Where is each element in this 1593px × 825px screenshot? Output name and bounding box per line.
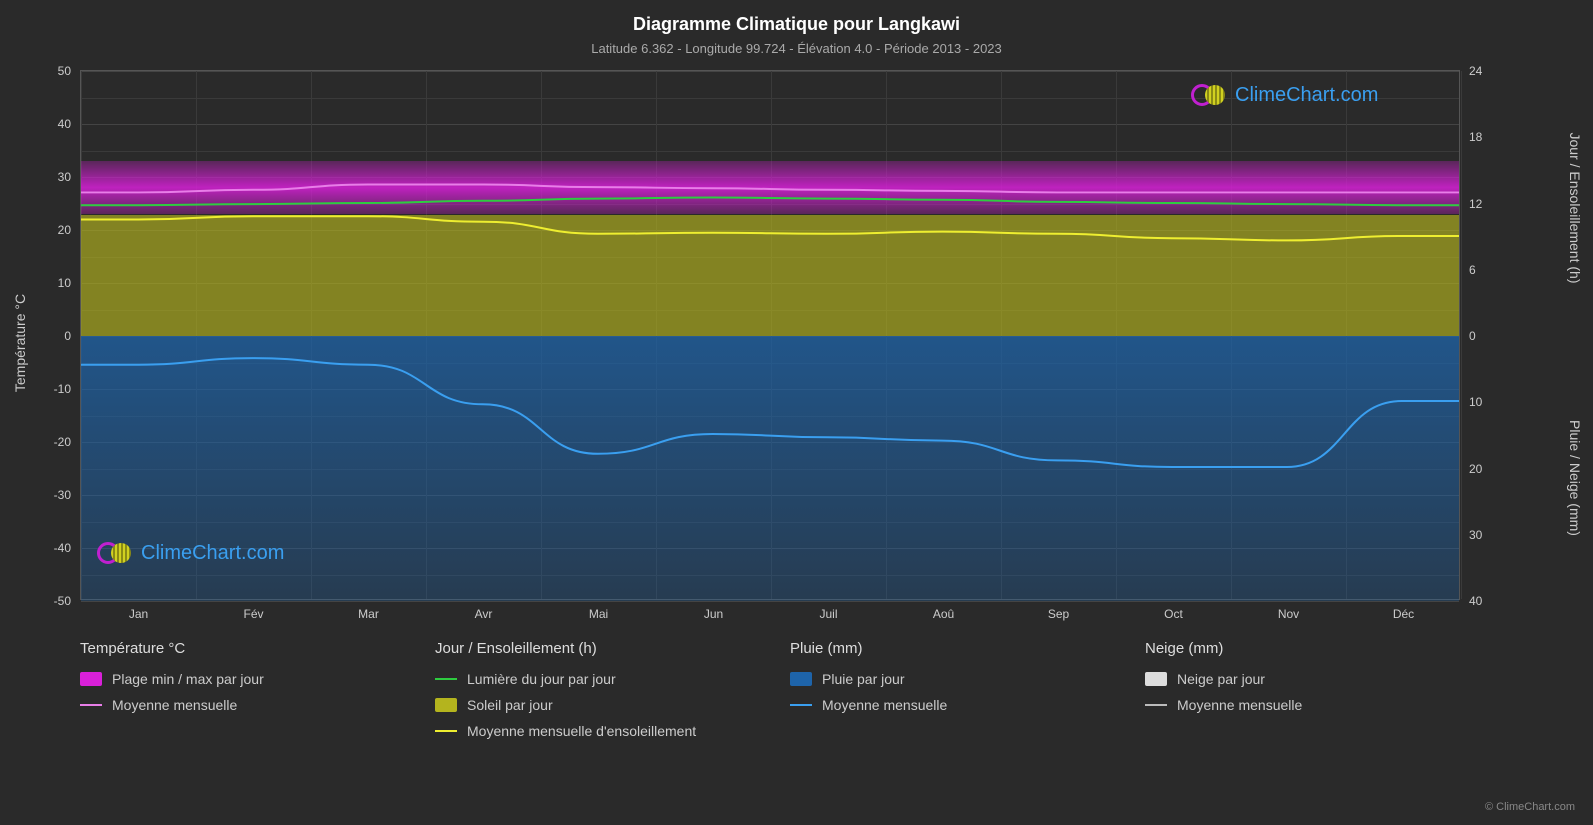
legend-label: Soleil par jour bbox=[467, 697, 553, 713]
y-axis-right-bottom-title: Pluie / Neige (mm) bbox=[1567, 420, 1583, 536]
x-tick-month: Oct bbox=[1164, 607, 1183, 621]
legend-header: Jour / Ensoleillement (h) bbox=[435, 640, 770, 657]
y-axis-right-top-title: Jour / Ensoleillement (h) bbox=[1567, 133, 1583, 284]
legend-label: Moyenne mensuelle bbox=[1177, 697, 1302, 713]
legend-line-icon bbox=[1145, 704, 1167, 706]
x-tick-month: Jan bbox=[129, 607, 148, 621]
copyright: © ClimeChart.com bbox=[1485, 801, 1575, 813]
legend-item: Moyenne mensuelle bbox=[1145, 697, 1480, 713]
x-tick-month: Avr bbox=[475, 607, 493, 621]
legend-label: Neige par jour bbox=[1177, 671, 1265, 687]
legend-label: Moyenne mensuelle bbox=[112, 697, 237, 713]
legend-line-icon bbox=[80, 704, 102, 706]
y-tick-left: 0 bbox=[64, 329, 71, 343]
legend: Température °C Plage min / max par jour Mo… bbox=[80, 640, 1480, 749]
y-tick-right-hours: 18 bbox=[1469, 130, 1482, 144]
y-tick-right-mm: 40 bbox=[1469, 594, 1482, 608]
legend-line-icon bbox=[435, 730, 457, 732]
watermark: ClimeChart.com bbox=[97, 541, 284, 565]
grid-line-horizontal bbox=[81, 124, 1459, 125]
legend-header: Neige (mm) bbox=[1145, 640, 1480, 657]
climechart-logo-icon bbox=[97, 541, 133, 565]
y-tick-right-hours: 12 bbox=[1469, 197, 1482, 211]
x-tick-month: Fév bbox=[243, 607, 263, 621]
x-tick-month: Mai bbox=[589, 607, 608, 621]
watermark-text: ClimeChart.com bbox=[141, 542, 284, 565]
grid-line-vertical bbox=[1461, 71, 1462, 599]
y-tick-left: 30 bbox=[58, 170, 71, 184]
x-tick-month: Sep bbox=[1048, 607, 1069, 621]
grid-line-horizontal bbox=[81, 601, 1459, 602]
sunshine-band bbox=[81, 215, 1459, 336]
climate-chart: Diagramme Climatique pour Langkawi Latit… bbox=[0, 0, 1593, 825]
climechart-logo-icon bbox=[1191, 83, 1227, 107]
legend-label: Plage min / max par jour bbox=[112, 671, 264, 687]
x-tick-month: Jun bbox=[704, 607, 723, 621]
y-tick-left: 40 bbox=[58, 117, 71, 131]
x-tick-month: Aoû bbox=[933, 607, 954, 621]
legend-item: Moyenne mensuelle d'ensoleillement bbox=[435, 723, 770, 739]
legend-swatch-icon bbox=[790, 672, 812, 686]
legend-label: Pluie par jour bbox=[822, 671, 905, 687]
legend-column-day: Jour / Ensoleillement (h) Lumière du jour… bbox=[435, 640, 770, 749]
legend-item: Moyenne mensuelle bbox=[790, 697, 1125, 713]
grid-line-horizontal bbox=[81, 151, 1459, 152]
rain-band bbox=[81, 336, 1459, 601]
grid-line-horizontal bbox=[81, 71, 1459, 72]
watermark: ClimeChart.com bbox=[1191, 83, 1378, 107]
legend-column-rain: Pluie (mm) Pluie par jour Moyenne mensuell… bbox=[790, 640, 1125, 749]
y-tick-left: -30 bbox=[54, 488, 71, 502]
y-tick-right-mm: 20 bbox=[1469, 462, 1482, 476]
x-tick-month: Juil bbox=[819, 607, 837, 621]
y-tick-left: 50 bbox=[58, 64, 71, 78]
y-tick-left: -10 bbox=[54, 382, 71, 396]
legend-swatch-icon bbox=[435, 698, 457, 712]
legend-line-icon bbox=[435, 678, 457, 680]
x-tick-month: Nov bbox=[1278, 607, 1299, 621]
y-tick-right-hours: 0 bbox=[1469, 329, 1476, 343]
y-tick-left: -40 bbox=[54, 541, 71, 555]
legend-item: Moyenne mensuelle bbox=[80, 697, 415, 713]
legend-label: Moyenne mensuelle bbox=[822, 697, 947, 713]
y-tick-right-hours: 24 bbox=[1469, 64, 1482, 78]
x-tick-month: Déc bbox=[1393, 607, 1414, 621]
legend-item: Neige par jour bbox=[1145, 671, 1480, 687]
plot-area: -50-40-30-20-100102030405006121824102030… bbox=[80, 70, 1460, 600]
y-tick-left: 20 bbox=[58, 223, 71, 237]
legend-header: Pluie (mm) bbox=[790, 640, 1125, 657]
y-axis-left-title: Température °C bbox=[12, 294, 28, 392]
legend-item: Plage min / max par jour bbox=[80, 671, 415, 687]
legend-line-icon bbox=[790, 704, 812, 706]
temperature-band bbox=[81, 161, 1459, 214]
legend-item: Lumière du jour par jour bbox=[435, 671, 770, 687]
legend-column-snow: Neige (mm) Neige par jour Moyenne mensuell… bbox=[1145, 640, 1480, 749]
legend-label: Lumière du jour par jour bbox=[467, 671, 616, 687]
legend-item: Soleil par jour bbox=[435, 697, 770, 713]
y-tick-right-mm: 30 bbox=[1469, 528, 1482, 542]
y-tick-right-mm: 10 bbox=[1469, 395, 1482, 409]
y-tick-right-hours: 6 bbox=[1469, 263, 1476, 277]
legend-label: Moyenne mensuelle d'ensoleillement bbox=[467, 723, 696, 739]
watermark-text: ClimeChart.com bbox=[1235, 84, 1378, 107]
legend-swatch-icon bbox=[1145, 672, 1167, 686]
legend-header: Température °C bbox=[80, 640, 415, 657]
x-tick-month: Mar bbox=[358, 607, 379, 621]
y-tick-left: -50 bbox=[54, 594, 71, 608]
y-tick-left: 10 bbox=[58, 276, 71, 290]
y-tick-left: -20 bbox=[54, 435, 71, 449]
legend-item: Pluie par jour bbox=[790, 671, 1125, 687]
chart-subtitle: Latitude 6.362 - Longitude 99.724 - Élév… bbox=[0, 35, 1593, 56]
legend-column-temp: Température °C Plage min / max par jour Mo… bbox=[80, 640, 415, 749]
legend-swatch-icon bbox=[80, 672, 102, 686]
chart-title: Diagramme Climatique pour Langkawi bbox=[0, 0, 1593, 35]
